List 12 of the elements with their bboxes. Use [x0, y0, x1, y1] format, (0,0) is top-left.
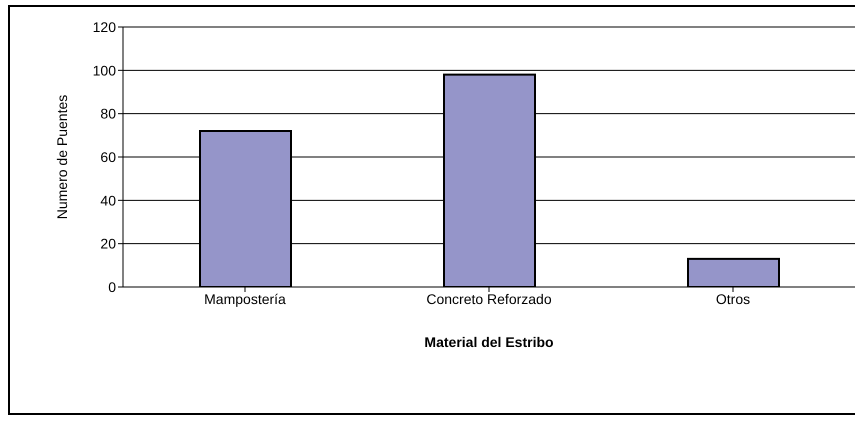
- x-tick-label: Otros: [716, 290, 750, 307]
- y-tick-label: 0: [108, 278, 116, 295]
- y-tick-label: 100: [92, 62, 116, 78]
- y-tick-label: 80: [100, 106, 116, 122]
- y-axis-title: Numero de Puentes: [54, 94, 70, 220]
- x-axis-title: Material del Estribo: [424, 334, 554, 350]
- y-tick-label: 20: [100, 236, 116, 252]
- y-tick-label: 40: [100, 192, 116, 208]
- y-tick-label: 120: [92, 18, 116, 35]
- y-tick-label: 60: [100, 148, 116, 165]
- x-tick-label: Concreto Reforzado: [426, 290, 552, 307]
- x-tick-label: Mampostería: [204, 290, 286, 307]
